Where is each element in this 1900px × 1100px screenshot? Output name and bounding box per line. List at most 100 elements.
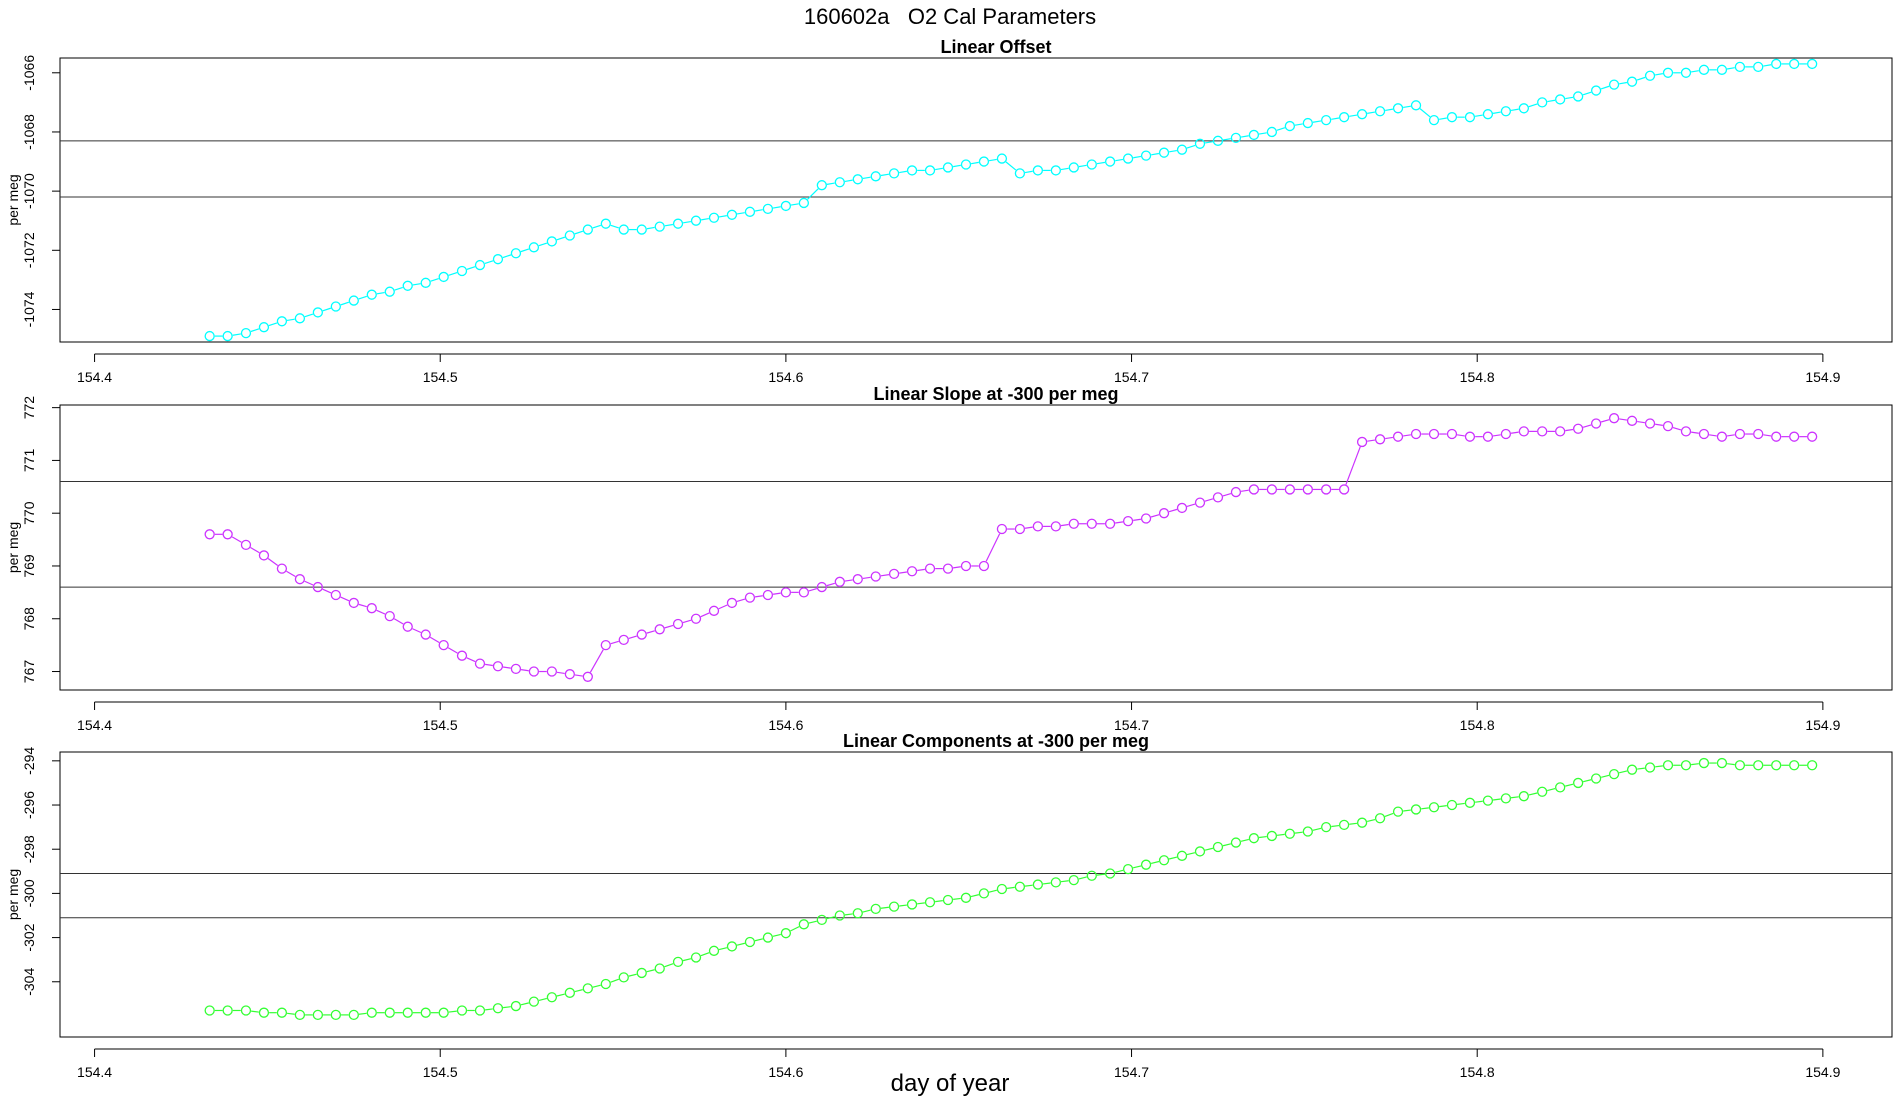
series-segment: [682, 958, 692, 962]
data-point: [1356, 817, 1368, 828]
data-point: [564, 987, 575, 998]
series-segment: [1582, 424, 1592, 428]
series-segment: [304, 580, 314, 586]
y-tick-label: -302: [21, 923, 37, 951]
series-segment: [1312, 827, 1322, 831]
y-tick-label: -298: [21, 835, 37, 863]
series-segment: [1133, 155, 1142, 159]
series-segment: [1691, 70, 1699, 73]
series-segment: [610, 978, 620, 983]
series-segment: [790, 203, 799, 206]
data-point: [204, 330, 215, 342]
data-point: [1572, 423, 1584, 434]
series-segment: [700, 612, 710, 618]
series-segment: [1421, 807, 1429, 810]
data-point: [1555, 94, 1566, 105]
series-segment: [1078, 164, 1087, 168]
series-segment: [1258, 835, 1267, 839]
data-point: [492, 1003, 504, 1014]
series-segment: [736, 212, 745, 215]
y-tick-label: -294: [21, 747, 37, 775]
series-segment: [1150, 514, 1160, 518]
series-segment: [1637, 767, 1645, 770]
data-point: [1644, 418, 1656, 429]
series-segment: [1186, 852, 1196, 856]
series-segment: [1331, 117, 1340, 120]
x-tick-label: 154.5: [423, 1064, 458, 1080]
series-segment: [1619, 418, 1628, 421]
data-point: [780, 587, 792, 598]
series-segment: [1222, 138, 1231, 141]
data-point: [1446, 799, 1458, 811]
data-point: [528, 666, 540, 677]
plot-frame: [59, 57, 1893, 343]
series-segment: [790, 926, 800, 932]
data-point: [1176, 502, 1188, 514]
series-segment: [862, 176, 871, 180]
data-point: [906, 165, 918, 176]
series-segment: [953, 164, 961, 168]
data-point: [654, 624, 665, 635]
series-segment: [880, 906, 889, 909]
series-segment: [1474, 114, 1483, 117]
data-point: [798, 919, 810, 930]
data-point: [528, 242, 540, 253]
y-tick-label: 771: [21, 449, 37, 473]
data-point: [348, 597, 359, 609]
series-segment: [1276, 833, 1285, 836]
y-tick-label: 769: [21, 554, 37, 578]
plot-frame: [59, 751, 1893, 1038]
data-point: [1572, 91, 1584, 102]
series-segment: [1096, 873, 1106, 876]
series-segment: [935, 900, 943, 903]
data-point: [366, 1007, 377, 1018]
series-segment: [718, 604, 728, 610]
data-point: [978, 888, 990, 899]
data-point: [1266, 126, 1278, 138]
x-axis-label: day of year: [890, 1070, 1010, 1097]
data-point: [1230, 486, 1242, 498]
data-point: [1194, 497, 1206, 508]
data-point: [1266, 484, 1278, 495]
series-segment: [754, 595, 763, 598]
series-segment: [1403, 434, 1411, 437]
y-tick-label: -300: [21, 879, 37, 907]
data-point: [474, 658, 486, 669]
data-point: [1392, 431, 1404, 442]
series-segment: [1168, 856, 1178, 860]
data-point: [1537, 97, 1548, 108]
data-point: [276, 563, 288, 574]
series-segment: [808, 920, 817, 924]
data-point: [1194, 138, 1206, 149]
y-axis-label: per meg: [5, 869, 21, 920]
data-point: [1626, 415, 1638, 426]
data-point: [1321, 821, 1332, 833]
series-segment: [1186, 144, 1196, 149]
series-segment: [754, 938, 764, 942]
data-point: [348, 295, 359, 306]
series-segment: [1618, 770, 1628, 774]
series-segment: [1709, 434, 1717, 437]
data-point: [726, 941, 738, 952]
data-point: [1302, 826, 1313, 837]
series-segment: [574, 989, 583, 993]
data-point: [366, 289, 377, 300]
series-segment: [899, 571, 907, 574]
data-point: [1644, 762, 1656, 773]
series-segment: [1060, 167, 1069, 171]
series-segment: [287, 1012, 295, 1015]
data-point: [1518, 791, 1530, 802]
data-point: [528, 996, 540, 1007]
series-segment: [1601, 774, 1610, 778]
data-point: [1284, 828, 1296, 839]
data-point: [870, 571, 881, 582]
data-point: [510, 248, 522, 259]
data-point: [1482, 109, 1494, 120]
series-segment: [970, 894, 980, 898]
series-segment: [683, 220, 691, 224]
data-point: [852, 908, 863, 919]
data-point: [366, 603, 377, 614]
series-segment: [1204, 847, 1214, 851]
data-point: [1140, 859, 1152, 870]
data-point: [510, 663, 522, 675]
